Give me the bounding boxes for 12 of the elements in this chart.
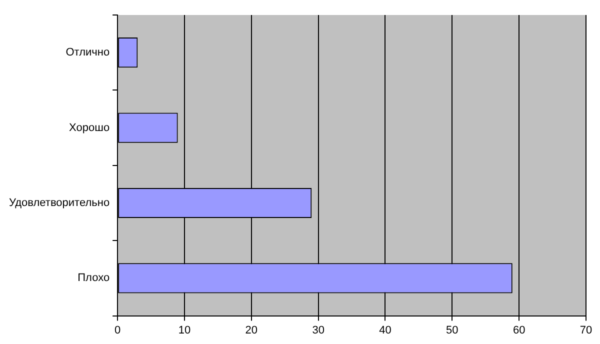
x-tick-label: 50 [446,324,458,336]
y-tick-label: Удовлетворительно [8,197,110,210]
x-tick-label: 0 [114,324,121,336]
x-tick-label: 70 [580,324,592,336]
y-tick-label: Хорошо [69,122,110,134]
y-tick-label: Отлично [66,46,110,59]
x-tick-label: 60 [512,324,526,336]
x-tick-label: 30 [312,324,324,336]
x-tick-label: 20 [245,324,258,336]
y-tick-label: Плохо [78,272,110,284]
x-tick-label: 10 [178,324,191,336]
x-tick-label: 40 [379,324,392,336]
